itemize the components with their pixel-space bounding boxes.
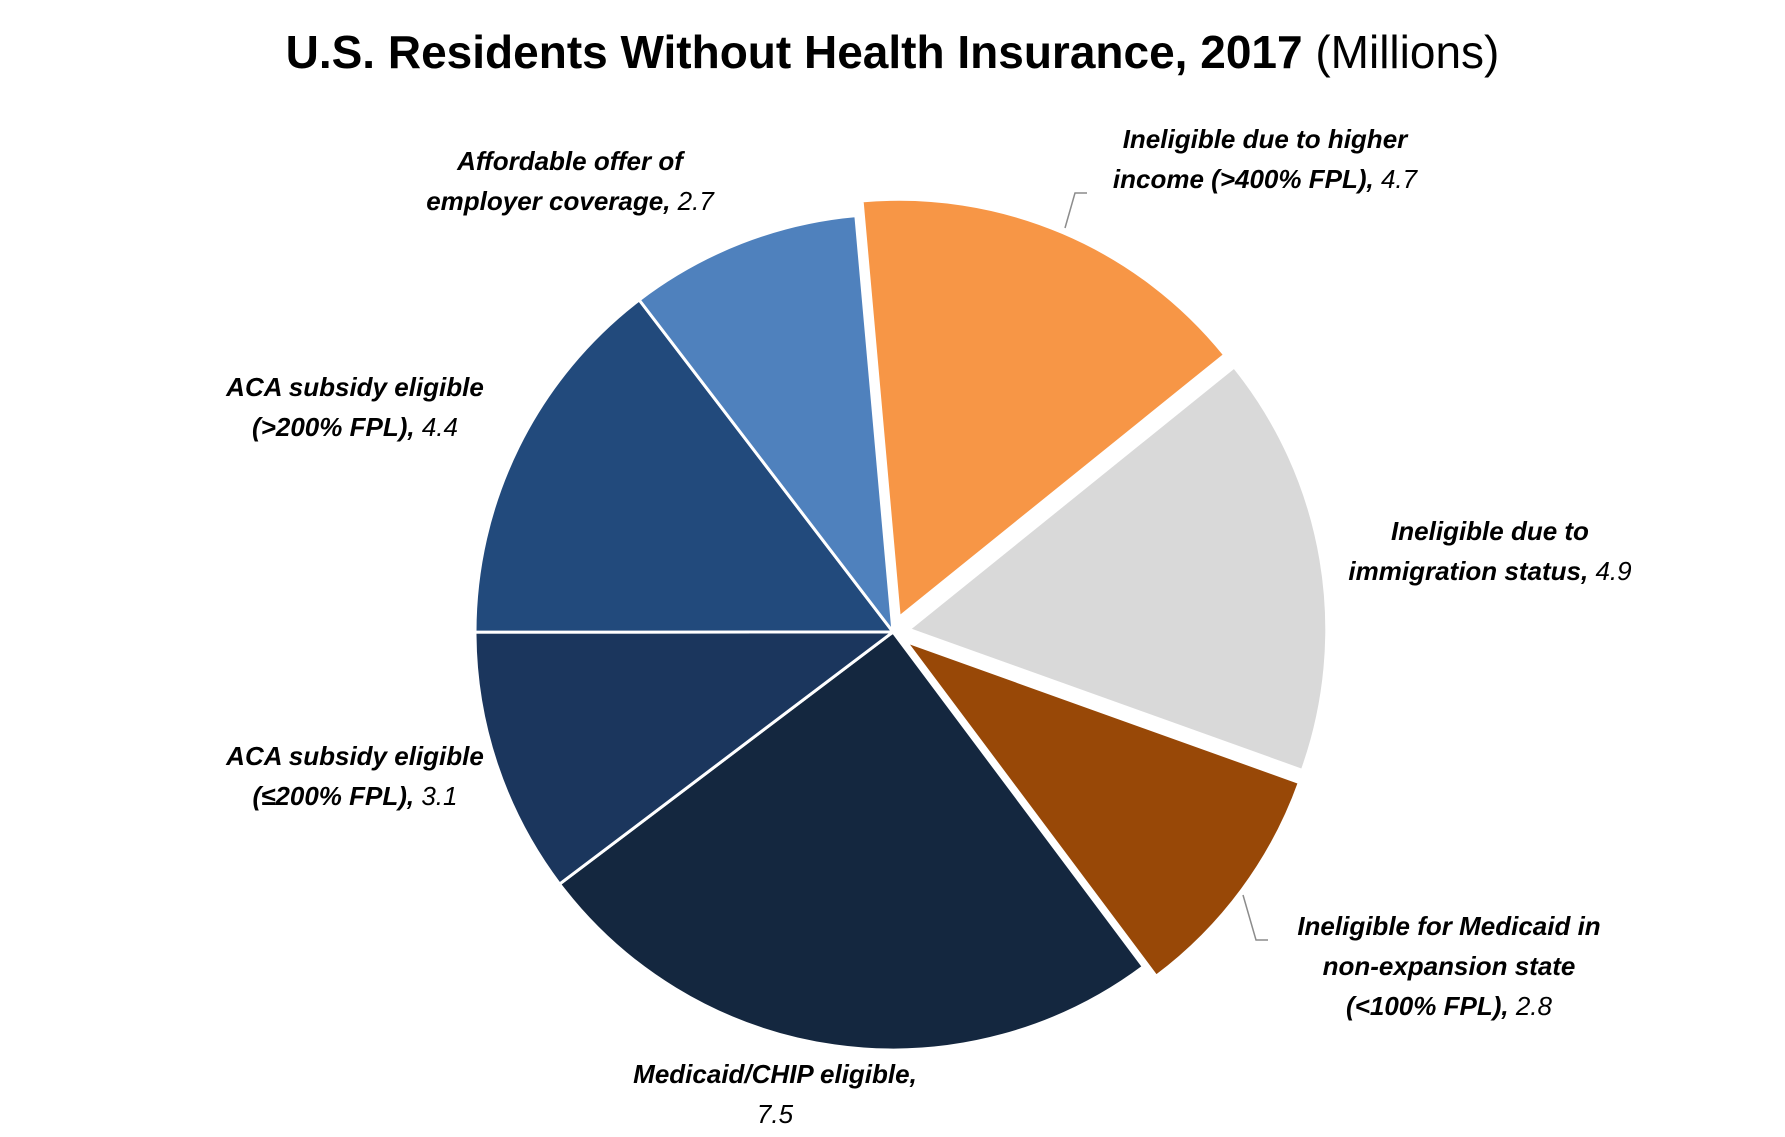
slice-label-text: (<100% FPL), (1346, 991, 1509, 1021)
slice-value: 2.7 (670, 186, 715, 216)
slice-label-text: Medicaid/CHIP eligible, (633, 1059, 917, 1089)
pie-slice (473, 298, 895, 634)
chart-title-units: (Millions) (1315, 26, 1500, 78)
pie-slice (473, 630, 895, 886)
slice-label-text: income (>400% FPL), (1113, 164, 1374, 194)
slice-value: 4.9 (1588, 556, 1631, 586)
slice-value: 3.1 (414, 781, 457, 811)
slice-label-text: employer coverage, (426, 186, 670, 216)
slice-label-text: non-expansion state (1323, 951, 1576, 981)
leader-line (1242, 894, 1268, 941)
slice-label-text: ACA subsidy eligible (225, 372, 484, 402)
slice-value: 2.8 (1509, 991, 1553, 1021)
slice-label: Affordable offer of employer coverage, 2.… (426, 146, 715, 216)
slice-label: Ineligible due to higher income (>400% FP… (1113, 124, 1419, 194)
pie-slice (904, 640, 1301, 978)
slice-label-text: immigration status, (1348, 556, 1588, 586)
leader-line (1064, 192, 1087, 229)
chart-title-main: U.S. Residents Without Health Insurance,… (285, 26, 1303, 78)
slice-label-text: Ineligible due to (1391, 516, 1589, 546)
slice-value: 4.7 (1374, 164, 1419, 194)
pie-slice (558, 630, 1145, 1052)
pie-slice (860, 197, 1227, 619)
slice-label: ACA subsidy eligible (>200% FPL), 4.4 (225, 372, 484, 442)
slice-label: ACA subsidy eligible (≤200% FPL), 3.1 (225, 741, 484, 811)
slice-value: 4.4 (415, 412, 458, 442)
pie-slice (637, 214, 895, 634)
pie-slice (907, 365, 1329, 772)
slice-label-text: (≤200% FPL), (252, 781, 414, 811)
slice-label-text: Ineligible for Medicaid in (1297, 911, 1600, 941)
slice-label: Medicaid/CHIP eligible, 7.5 (633, 1059, 917, 1129)
slice-value: 7.5 (757, 1099, 794, 1129)
slice-label: Ineligible for Medicaid in non-expansion … (1297, 911, 1600, 1021)
slice-label-text: (>200% FPL), (252, 412, 415, 442)
chart-title: U.S. Residents Without Health Insurance,… (0, 22, 1785, 82)
slice-label: Ineligible due to immigration status, 4.9 (1348, 516, 1631, 586)
slice-label-text: ACA subsidy eligible (225, 741, 484, 771)
slice-label-text: Affordable offer of (456, 146, 685, 176)
slice-label-text: Ineligible due to higher (1123, 124, 1409, 154)
